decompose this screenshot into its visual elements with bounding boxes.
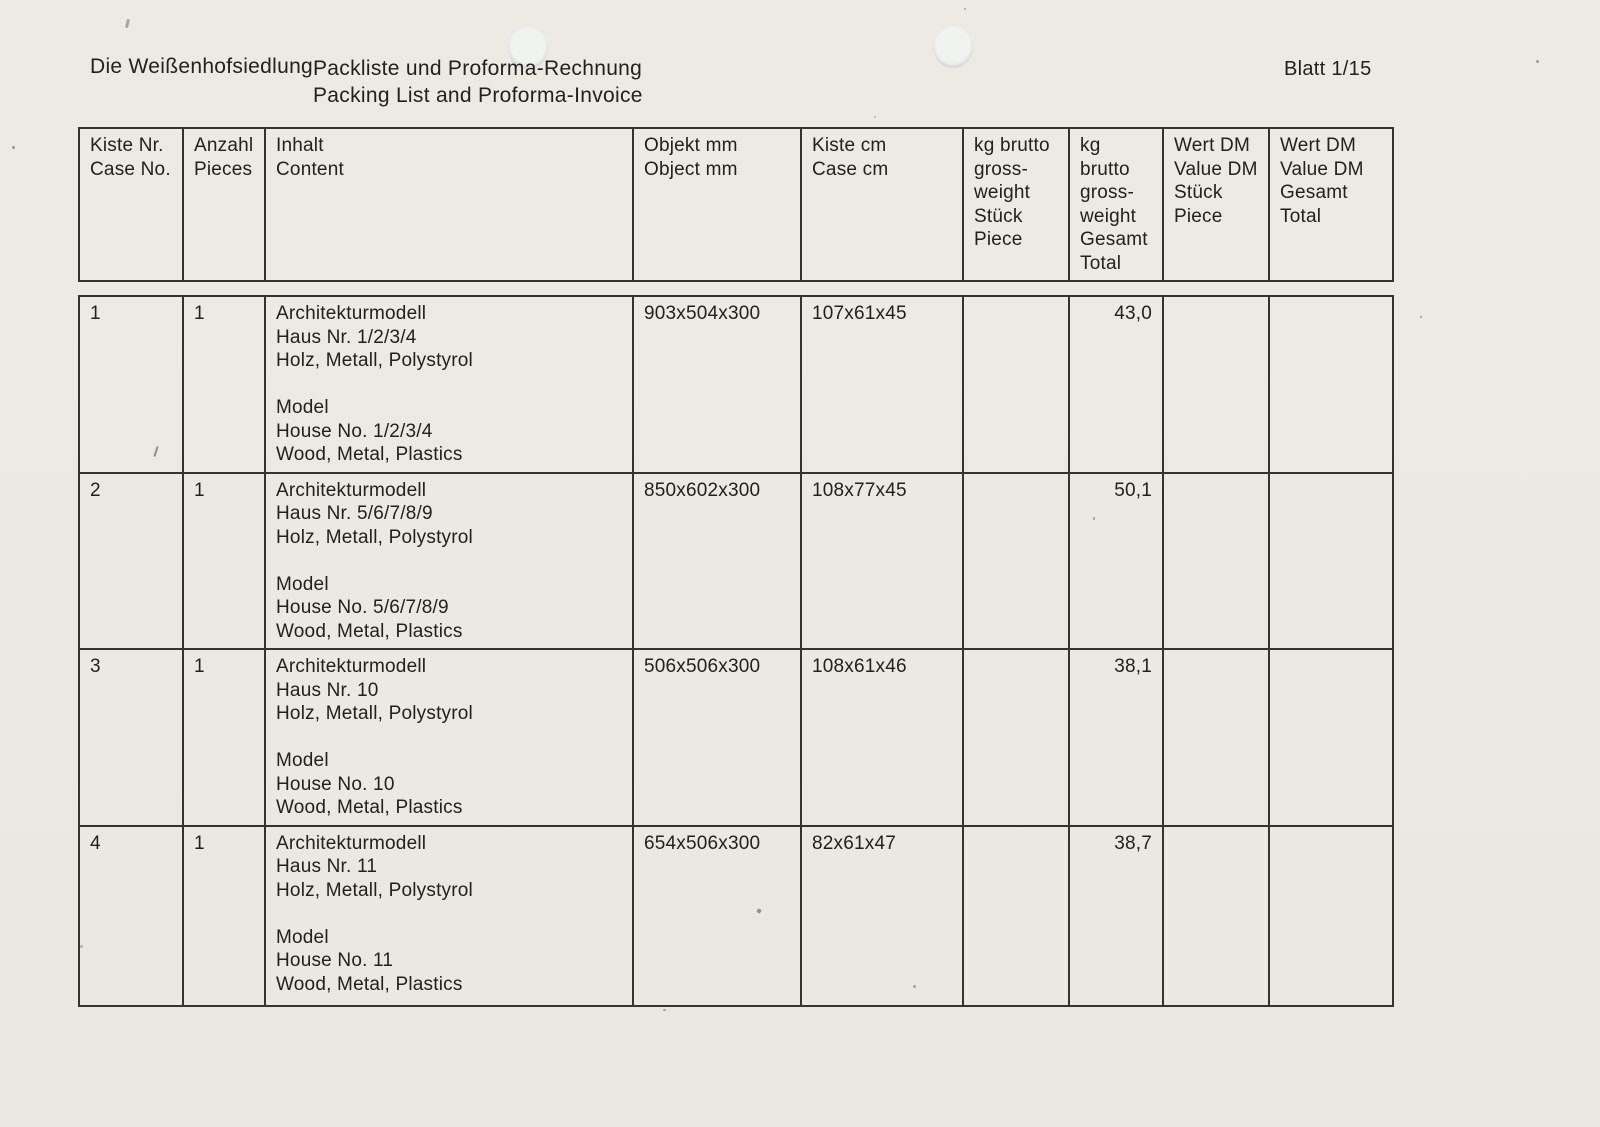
cell-case-cm: 108x61x46 [800, 648, 964, 827]
cell-kg-piece [962, 295, 1070, 474]
document-title-de: Packliste und Proforma-Rechnung [313, 57, 643, 80]
cell-value-total [1268, 295, 1394, 474]
cell-pieces: 1 [182, 295, 266, 474]
cell-value-piece [1162, 648, 1270, 827]
cell-kg-total: 38,7 [1068, 824, 1164, 1007]
cell-kg-piece [962, 824, 1070, 1007]
cell-case-no: 3 [78, 648, 184, 827]
scan-speck [80, 945, 83, 948]
scan-speck [1536, 60, 1539, 63]
cell-value-piece [1162, 295, 1270, 474]
col-header-case-cm: Kiste cm Case cm [800, 127, 964, 282]
cell-kg-piece [962, 648, 1070, 827]
col-header-pieces: Anzahl Pieces [182, 127, 266, 282]
col-header-content: Inhalt Content [264, 127, 634, 282]
document-title: Packliste und Proforma-Rechnung Packing … [313, 55, 643, 109]
cell-case-cm: 108x77x45 [800, 471, 964, 650]
document-org: Die Weißenhofsiedlung [90, 55, 314, 78]
cell-object-mm: 654x506x300 [632, 824, 802, 1007]
cell-case-no: 2 [78, 471, 184, 650]
scan-speck [913, 985, 916, 988]
scan-speck [964, 8, 966, 10]
cell-pieces: 1 [182, 824, 266, 1007]
col-header-object-mm: Objekt mm Object mm [632, 127, 802, 282]
table-row-case-3: 3 1 Architekturmodell Haus Nr. 10 Holz, … [78, 648, 1394, 827]
table-row-case-4: 4 1 Architekturmodell Haus Nr. 11 Holz, … [78, 824, 1394, 1007]
cell-case-cm: 107x61x45 [800, 295, 964, 474]
scan-speck [663, 1009, 666, 1011]
cell-value-total [1268, 471, 1394, 650]
table-row-case-1: 1 1 Architekturmodell Haus Nr. 1/2/3/4 H… [78, 295, 1394, 474]
col-header-value-total: Wert DM Value DM Gesamt Total [1268, 127, 1394, 282]
cell-value-piece [1162, 471, 1270, 650]
cell-value-total [1268, 648, 1394, 827]
cell-content: Architekturmodell Haus Nr. 5/6/7/8/9 Hol… [264, 471, 634, 650]
scan-speck [1420, 316, 1422, 318]
cell-case-no: 1 [78, 295, 184, 474]
cell-case-cm: 82x61x47 [800, 824, 964, 1007]
sheet-number: Blatt 1/15 [1284, 58, 1372, 80]
table-row-case-2: 2 1 Architekturmodell Haus Nr. 5/6/7/8/9… [78, 471, 1394, 650]
cell-content: Architekturmodell Haus Nr. 11 Holz, Meta… [264, 824, 634, 1007]
cell-content: Architekturmodell Haus Nr. 1/2/3/4 Holz,… [264, 295, 634, 474]
col-header-case-no: Kiste Nr. Case No. [78, 127, 184, 282]
packing-list-body-table: 1 1 Architekturmodell Haus Nr. 1/2/3/4 H… [78, 295, 1394, 1007]
scan-speck [124, 18, 131, 29]
scan-speck [12, 146, 15, 149]
cell-content: Architekturmodell Haus Nr. 10 Holz, Meta… [264, 648, 634, 827]
col-header-kg-piece: kg brutto gross- weight Stück Piece [962, 127, 1070, 282]
cell-kg-total: 38,1 [1068, 648, 1164, 827]
cell-object-mm: 506x506x300 [632, 648, 802, 827]
col-header-kg-total: kg brutto gross- weight Gesamt Total [1068, 127, 1164, 282]
cell-value-piece [1162, 824, 1270, 1007]
scan-speck [1093, 517, 1095, 520]
cell-object-mm: 850x602x300 [632, 471, 802, 650]
document-title-en: Packing List and Proforma-Invoice [313, 84, 643, 107]
packing-list-header-table: Kiste Nr. Case No. Anzahl Pieces Inhalt … [78, 127, 1394, 282]
cell-kg-total: 50,1 [1068, 471, 1164, 650]
cell-kg-piece [962, 471, 1070, 650]
header-row: Kiste Nr. Case No. Anzahl Pieces Inhalt … [78, 127, 1394, 282]
punch-hole-right [933, 26, 973, 68]
cell-kg-total: 43,0 [1068, 295, 1164, 474]
cell-object-mm: 903x504x300 [632, 295, 802, 474]
col-header-value-piece: Wert DM Value DM Stück Piece [1162, 127, 1270, 282]
cell-pieces: 1 [182, 471, 266, 650]
punch-hole-left [508, 27, 548, 69]
scan-speck [874, 116, 876, 118]
cell-pieces: 1 [182, 648, 266, 827]
cell-value-total [1268, 824, 1394, 1007]
cell-case-no: 4 [78, 824, 184, 1007]
